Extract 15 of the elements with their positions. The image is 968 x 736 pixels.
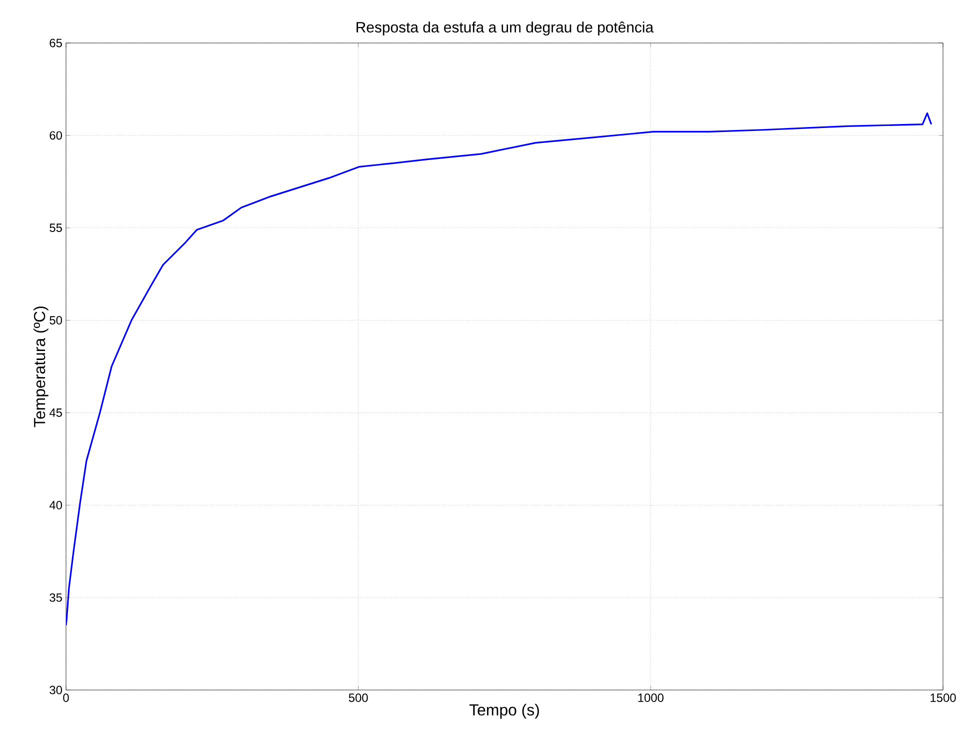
- y-tick-label: 60: [50, 131, 62, 140]
- x-tick-label: 0: [63, 694, 69, 702]
- y-tick-label: 55: [50, 224, 62, 232]
- x-tick-label: 1000: [638, 694, 664, 702]
- x-axis-title: Tempo (s): [469, 704, 539, 719]
- x-tick-label: 500: [348, 694, 368, 702]
- y-tick-label: 30: [50, 686, 62, 694]
- chart-title: Resposta da estufa a um degrau de potência: [356, 22, 654, 36]
- x-tick-label: 1500: [930, 694, 956, 702]
- y-tick-label: 65: [50, 38, 62, 48]
- y-tick-label: 50: [50, 316, 62, 325]
- y-tick-label: 40: [49, 500, 62, 510]
- y-tick-label: 45: [49, 408, 62, 417]
- y-axis-title: Temperatura (ºC): [33, 306, 48, 428]
- y-tick-label: 35: [50, 593, 62, 602]
